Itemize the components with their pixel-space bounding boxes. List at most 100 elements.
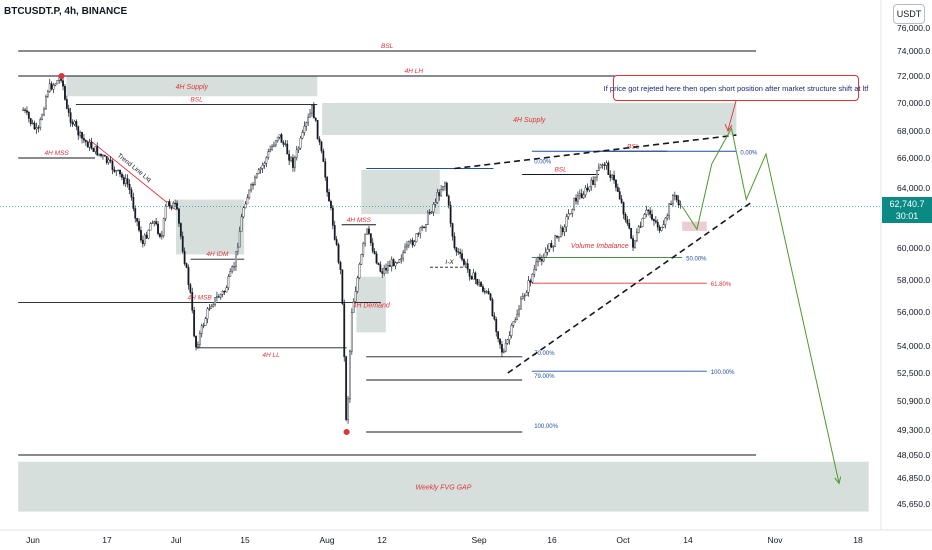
- candle-body: [476, 279, 479, 285]
- candle-body: [639, 226, 642, 228]
- candle-body: [362, 242, 365, 255]
- candle-body: [407, 241, 410, 246]
- candle-body: [309, 112, 311, 118]
- candle-body: [616, 187, 619, 192]
- candle-body: [457, 251, 460, 253]
- candle-body: [478, 282, 481, 285]
- candle-body: [75, 121, 78, 127]
- candle-body: [92, 148, 95, 152]
- currency-button[interactable]: USDT: [893, 4, 925, 24]
- candle-body: [620, 198, 623, 203]
- candle-body: [504, 343, 507, 352]
- candle-body: [292, 157, 294, 168]
- candle-body: [335, 239, 338, 245]
- candle-body: [67, 108, 70, 113]
- candle-body: [126, 178, 129, 185]
- candle-body: [645, 209, 648, 215]
- candle-body: [618, 191, 621, 200]
- y-tick-label: 54,000.0: [897, 341, 930, 351]
- candle-body: [73, 121, 76, 125]
- candle-body: [660, 227, 663, 231]
- candle-body: [377, 262, 380, 265]
- zone-box: [176, 199, 245, 255]
- candle-body: [134, 208, 137, 219]
- candle-body: [447, 195, 450, 206]
- candle-body: [109, 159, 112, 162]
- candle-body: [311, 105, 313, 114]
- candle-body: [261, 164, 264, 169]
- candle-body: [584, 187, 587, 196]
- candle-body: [349, 350, 351, 400]
- price-axis[interactable]: 76,000.0 74,000.0 72,000.0 70,000.0 68,000.0…: [0, 23, 930, 509]
- candle-body: [635, 232, 638, 241]
- candle-body: [107, 159, 110, 163]
- candle-body: [130, 189, 133, 198]
- y-tick-label: 72,000.0: [897, 71, 930, 81]
- candle-body: [307, 117, 310, 124]
- last-price-value: 62,740.7: [889, 199, 925, 209]
- candle-body: [573, 197, 576, 211]
- candle-body: [274, 140, 277, 146]
- y-tick-label: 60,000.0: [897, 243, 930, 253]
- candle-body: [409, 240, 412, 242]
- candle-body: [552, 246, 555, 248]
- candle-body: [115, 170, 118, 172]
- candle-body: [358, 264, 361, 279]
- projection-path: [681, 126, 840, 484]
- candle-body: [615, 179, 617, 188]
- candle-body: [187, 267, 190, 285]
- candle-body: [352, 300, 355, 313]
- candle-body: [470, 276, 473, 280]
- candle-body: [387, 265, 389, 271]
- candle-body: [162, 218, 165, 236]
- time-axis[interactable]: Jun 17 Jul 15 Aug 12 Sep 16 Oct 14 Nov 18: [26, 535, 863, 545]
- candle-body: [474, 272, 477, 280]
- candle-body: [29, 118, 32, 124]
- candle-body: [84, 139, 87, 143]
- candle-body: [451, 223, 454, 237]
- candle-body: [138, 221, 140, 231]
- candle-body: [594, 176, 596, 185]
- candle-body: [466, 263, 469, 270]
- candle-body: [172, 202, 175, 209]
- candle-body: [50, 83, 53, 90]
- candle-body: [326, 177, 329, 193]
- candle-body: [94, 146, 97, 152]
- projection-arrowhead: [834, 476, 842, 485]
- zone-label: 4H Demand: [352, 303, 390, 310]
- candle-body: [312, 105, 315, 119]
- candle-body: [607, 162, 610, 175]
- countdown-timer: 30:01: [895, 211, 919, 221]
- candle-body: [491, 299, 494, 317]
- candle-body: [677, 199, 680, 206]
- candle-body: [147, 229, 150, 239]
- candle-body: [521, 296, 524, 300]
- candle-body: [664, 217, 667, 225]
- x-tick-label: Nov: [767, 535, 783, 545]
- candle-body: [339, 262, 342, 270]
- y-tick-label: 46,850.0: [897, 473, 930, 483]
- candle-body: [563, 226, 566, 233]
- candle-body: [442, 186, 444, 190]
- candle-body: [461, 253, 463, 260]
- candle-body: [672, 195, 674, 205]
- candle-body: [436, 192, 439, 203]
- candle-body: [558, 236, 560, 238]
- zone-label: 4H Supply: [513, 117, 546, 124]
- candle-body: [143, 234, 146, 245]
- candle-body: [432, 204, 435, 213]
- y-tick-label: 66,000.0: [897, 153, 930, 163]
- candle-body: [33, 122, 36, 130]
- candle-body: [459, 252, 462, 254]
- candle-body: [415, 233, 418, 242]
- fib-label: 0.00%: [740, 150, 758, 156]
- zone-box: [361, 170, 440, 215]
- candle-body: [580, 193, 583, 199]
- candle-body: [214, 297, 216, 306]
- candle-body: [654, 220, 657, 223]
- fib-label: 50.00%: [686, 257, 707, 263]
- candle-body: [290, 157, 292, 161]
- zone-box: [18, 461, 869, 512]
- candle-body: [603, 164, 606, 166]
- candle-body: [26, 110, 28, 113]
